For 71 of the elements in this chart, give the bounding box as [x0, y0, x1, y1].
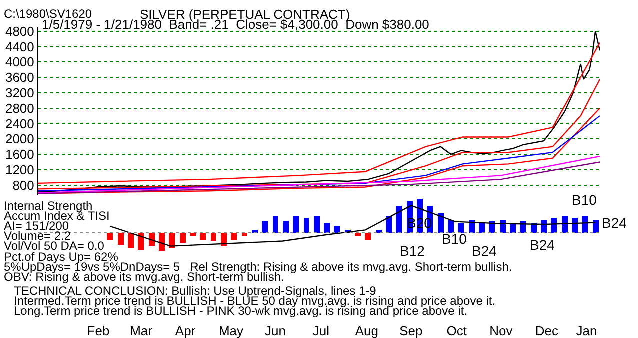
bar: [118, 232, 124, 245]
bar: [231, 232, 237, 240]
x-tick-label: Mar: [130, 323, 154, 338]
line-series: [38, 78, 600, 190]
x-tick-label: Dec: [535, 323, 559, 338]
bar: [582, 216, 588, 233]
bar: [334, 226, 340, 233]
x-tick-label: May: [218, 323, 244, 338]
annotation: Pct.of Days Up= 62%: [4, 250, 119, 264]
text: C:\1980\SV1620: [4, 7, 92, 21]
annotation: B24: [472, 243, 498, 259]
bar: [180, 232, 186, 243]
y-tick-label: 1200: [5, 162, 34, 178]
bar: [458, 222, 464, 233]
bar: [159, 232, 165, 251]
y-tick-label: 3200: [5, 85, 34, 100]
x-tick-label: Apr: [175, 323, 196, 338]
bar: [396, 206, 402, 233]
bar: [304, 218, 309, 233]
bar: [386, 216, 392, 233]
annotation: B10: [572, 192, 598, 208]
y-tick-label: 2000: [5, 132, 34, 147]
bar: [293, 216, 299, 233]
bar: [355, 232, 361, 236]
x-tick-label: Feb: [87, 323, 110, 338]
x-tick-label: Sep: [400, 323, 423, 338]
y-tick-label: 3600: [5, 70, 34, 86]
text: B24: [602, 215, 628, 231]
annotation: Internal Strength: [4, 199, 93, 213]
bar: [572, 218, 578, 233]
bar: [593, 220, 599, 233]
bar: [273, 216, 278, 233]
annotation: B10: [442, 231, 468, 247]
y-tick-label: 1600: [5, 147, 34, 162]
annotation: B12: [400, 243, 426, 259]
bar: [448, 220, 454, 233]
bar: [376, 230, 382, 233]
bar: [128, 232, 134, 248]
x-tick-label: Jul: [312, 323, 330, 338]
bar: [211, 232, 216, 241]
bar: [138, 232, 144, 250]
bar: [107, 232, 113, 240]
bar: [262, 220, 268, 233]
bar: [365, 232, 371, 240]
bar: [469, 220, 475, 233]
y-tick-label: 2800: [5, 100, 34, 116]
bar: [541, 220, 547, 233]
x-tick-label: Jan: [576, 323, 598, 338]
bar: [242, 232, 247, 236]
bar: [252, 230, 258, 233]
bar: [562, 216, 568, 233]
y-tick-label: 800: [12, 178, 34, 193]
bar: [479, 222, 485, 233]
bar: [190, 232, 196, 236]
line-series: [38, 162, 600, 194]
bar: [438, 212, 444, 233]
bar: [324, 222, 330, 233]
annotation: Vol/Vol 50 DA= 0.0: [4, 239, 105, 253]
bar: [283, 220, 289, 233]
y-tick-label: 4400: [5, 39, 34, 54]
x-tick-label: Oct: [446, 323, 468, 338]
line-series: [38, 156, 600, 194]
y-tick-label: 4800: [5, 24, 34, 39]
bar: [200, 232, 206, 240]
x-tick-label: Aug: [355, 323, 379, 338]
bar: [314, 216, 320, 233]
x-tick-label: Nov: [490, 323, 514, 338]
y-tick-label: 2400: [5, 116, 34, 132]
x-tick-label: Jun: [265, 323, 286, 338]
annotation: B24: [530, 237, 556, 253]
y-tick-label: 4000: [5, 54, 34, 70]
